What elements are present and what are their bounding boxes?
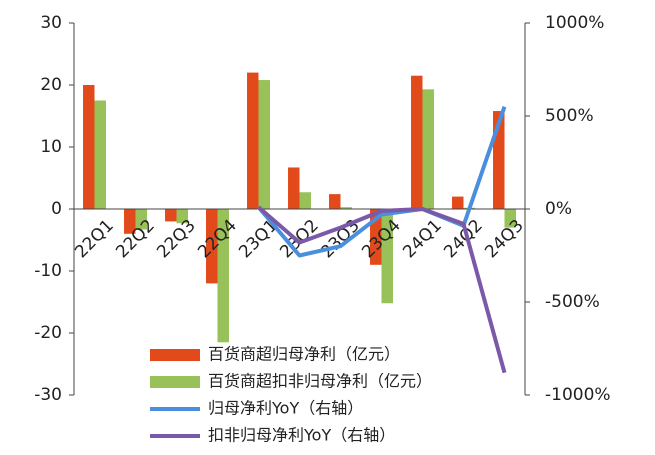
- y-tick-label: -10: [34, 261, 62, 281]
- bar: [94, 100, 106, 209]
- bar: [329, 194, 341, 209]
- bar: [452, 196, 464, 209]
- legend-label: 百货商超扣非归母净利（亿元）: [208, 372, 432, 391]
- bar: [381, 209, 393, 304]
- legend-swatch: [150, 349, 200, 361]
- bar: [288, 167, 300, 209]
- bar: [135, 209, 147, 230]
- bar: [247, 72, 259, 209]
- y2-tick-label: -1000%: [545, 385, 611, 405]
- bar: [340, 207, 352, 209]
- y-tick-label: 20: [40, 75, 62, 95]
- bar: [124, 209, 136, 234]
- bar: [206, 209, 218, 284]
- x-tick-label: 22Q1: [71, 216, 118, 263]
- legend-label: 归母净利YoY（右轴）: [208, 399, 363, 418]
- y2-tick-label: 500%: [545, 106, 594, 126]
- bar: [176, 209, 188, 224]
- bar: [422, 89, 434, 209]
- bar: [504, 209, 516, 228]
- bar: [217, 209, 229, 343]
- y-tick-label: -30: [34, 385, 62, 405]
- bar: [370, 209, 382, 265]
- y2-tick-label: 0%: [545, 199, 572, 219]
- bar: [493, 111, 505, 209]
- legend-swatch: [150, 376, 200, 388]
- y-tick-label: 0: [51, 199, 62, 219]
- y-tick-label: -20: [34, 323, 62, 343]
- y-tick-label: 30: [40, 13, 62, 33]
- y2-tick-label: -500%: [545, 292, 600, 312]
- bar: [83, 85, 95, 209]
- line-series: [257, 205, 507, 374]
- bar: [165, 209, 177, 222]
- legend-label: 百货商超归母净利（亿元）: [208, 345, 400, 364]
- bar: [411, 75, 423, 209]
- y2-tick-label: 1000%: [545, 13, 604, 33]
- x-tick-label: 24Q1: [399, 216, 446, 263]
- bar: [299, 192, 311, 209]
- y-tick-label: 10: [40, 137, 62, 157]
- legend-label: 扣非归母净利YoY（右轴）: [208, 426, 395, 445]
- bar: [258, 80, 270, 209]
